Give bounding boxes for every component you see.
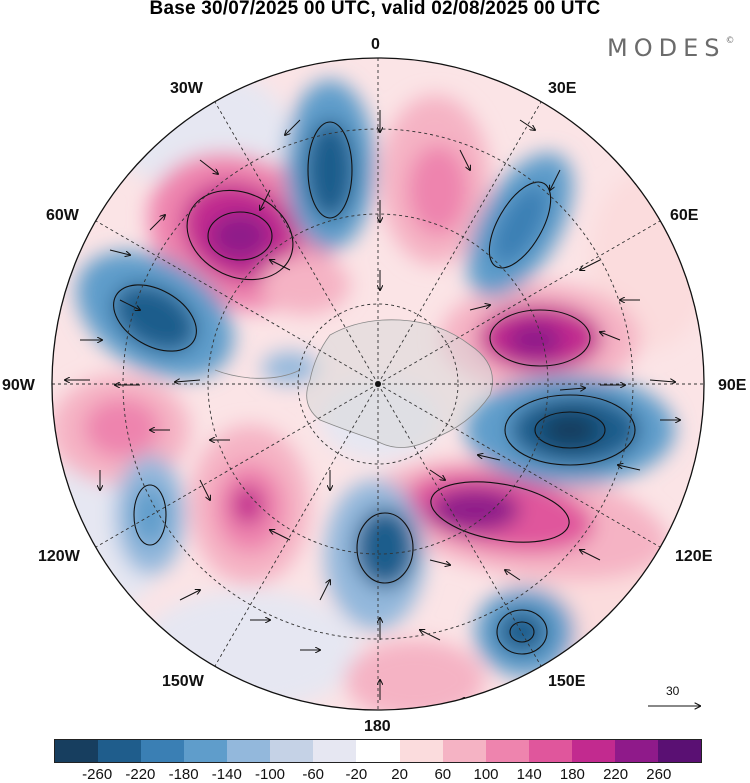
colorbar-segment — [356, 740, 400, 762]
colorbar-segment — [184, 740, 228, 762]
label-lon-60e: 60E — [670, 207, 699, 224]
colorbar-tick-label: 60 — [434, 766, 452, 783]
colorbar-segment — [313, 740, 357, 762]
colorbar-segment — [270, 740, 314, 762]
colorbar-tick-label: 20 — [391, 766, 408, 783]
colorbar-tick-label: -60 — [302, 766, 325, 783]
colorbar-tick-label: 100 — [473, 766, 499, 783]
colorbar-tick-label: -20 — [345, 766, 368, 783]
colorbar-tick-label: -140 — [211, 766, 242, 783]
colorbar-segment — [485, 740, 529, 762]
colorbar-segment — [571, 740, 615, 762]
colorbar-tick-label: 220 — [603, 766, 629, 783]
reference-vector-label: 30 — [666, 684, 680, 698]
colorbar-segment — [55, 740, 99, 762]
colorbar-segment — [98, 740, 142, 762]
label-lon-120e: 120E — [675, 548, 713, 565]
colorbar — [54, 739, 702, 763]
label-lon-0: 0 — [371, 36, 380, 53]
colorbar-tick-label: -220 — [125, 766, 156, 783]
label-lon-30w: 30W — [170, 80, 203, 97]
antarctica-landmass — [306, 319, 493, 448]
colorbar-segment — [442, 740, 486, 762]
label-lon-90e: 90E — [718, 377, 747, 394]
colorbar-tick-label: 180 — [559, 766, 585, 783]
label-lon-90w: 90W — [2, 377, 35, 394]
map-border — [51, 57, 705, 711]
colorbar-tick-label: -180 — [168, 766, 199, 783]
map-title: Base 30/07/2025 00 UTC, valid 02/08/2025… — [149, 0, 601, 19]
label-lon-60w: 60W — [46, 207, 79, 224]
brand-logo: MODES© — [607, 34, 735, 62]
label-lon-150e: 150E — [548, 673, 586, 690]
colorbar-segment — [657, 740, 701, 762]
colorbar-segment — [227, 740, 271, 762]
south-pole-marker — [375, 381, 381, 387]
label-lon-120w: 120W — [38, 548, 80, 565]
label-lon-180: 180 — [364, 718, 391, 735]
wind-vectors — [65, 110, 680, 700]
label-lon-30e: 30E — [548, 80, 577, 97]
colorbar-segment — [528, 740, 572, 762]
contour-lines — [113, 121, 636, 655]
colorbar-segment — [399, 740, 443, 762]
colorbar-tick-label: 260 — [646, 766, 672, 783]
colorbar-tick-label: 140 — [516, 766, 542, 783]
colorbar-segment — [614, 740, 658, 762]
label-lon-150w: 150W — [162, 673, 204, 690]
colorbar-segment — [141, 740, 185, 762]
colorbar-tick-label: -260 — [82, 766, 113, 783]
colorbar-tick-label: -100 — [254, 766, 286, 783]
